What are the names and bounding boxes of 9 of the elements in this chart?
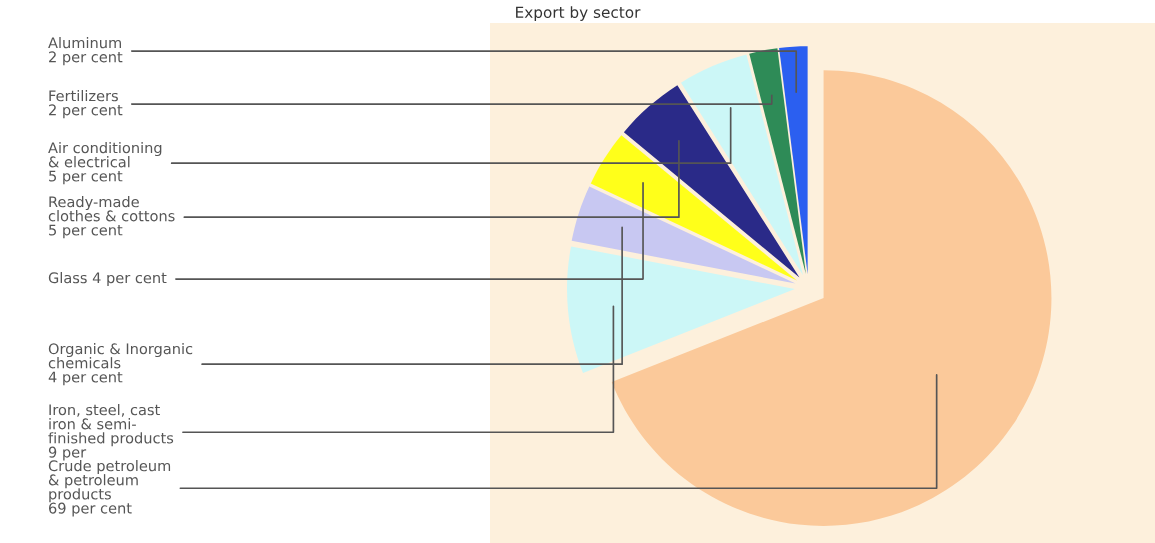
slice-label: Crude petroleum & petroleum products 69 per cent <box>48 460 171 517</box>
slice-label: Aluminum 2 per cent <box>48 37 123 66</box>
slice-label: Iron, steel, cast iron & semi- finished products 9 per <box>48 404 174 461</box>
chart-title: Export by sector <box>516 6 641 21</box>
slice-label: Fertilizers 2 per cent <box>49 90 123 119</box>
slice-label: Organic & Inorganic chemicals 4 per cent <box>48 343 193 386</box>
slice-label: Air conditioning & electrical 5 per cent <box>48 142 162 185</box>
slice-label: Glass 4 per cent <box>48 272 167 287</box>
slice-label: Ready-made clothes & cottons 5 per cent <box>48 196 175 239</box>
